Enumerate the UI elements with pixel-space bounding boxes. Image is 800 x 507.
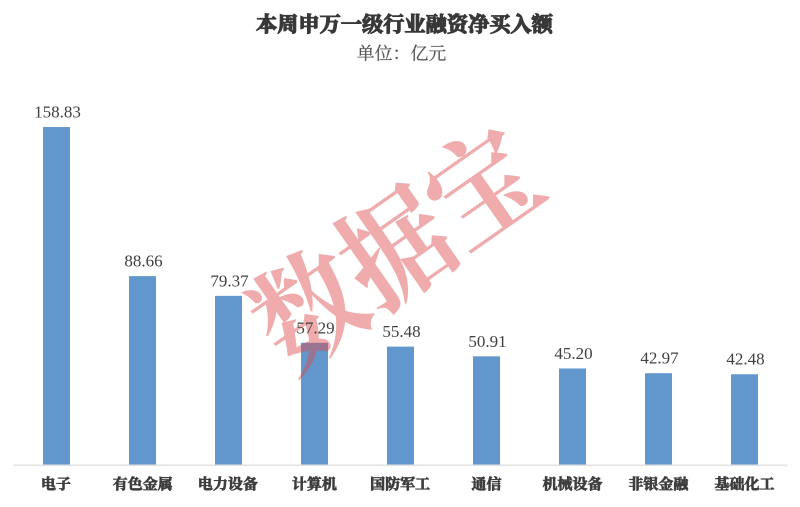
svg-text:50.91: 50.91 [468, 332, 506, 351]
svg-text:88.66: 88.66 [124, 252, 162, 271]
svg-text:57.29: 57.29 [296, 318, 334, 337]
svg-text:42.97: 42.97 [640, 349, 679, 368]
svg-text:42.48: 42.48 [726, 350, 764, 369]
svg-text:79.37: 79.37 [210, 271, 249, 290]
svg-text:55.48: 55.48 [382, 322, 420, 341]
svg-text:158.83: 158.83 [34, 103, 81, 122]
svg-text:45.20: 45.20 [554, 344, 592, 363]
